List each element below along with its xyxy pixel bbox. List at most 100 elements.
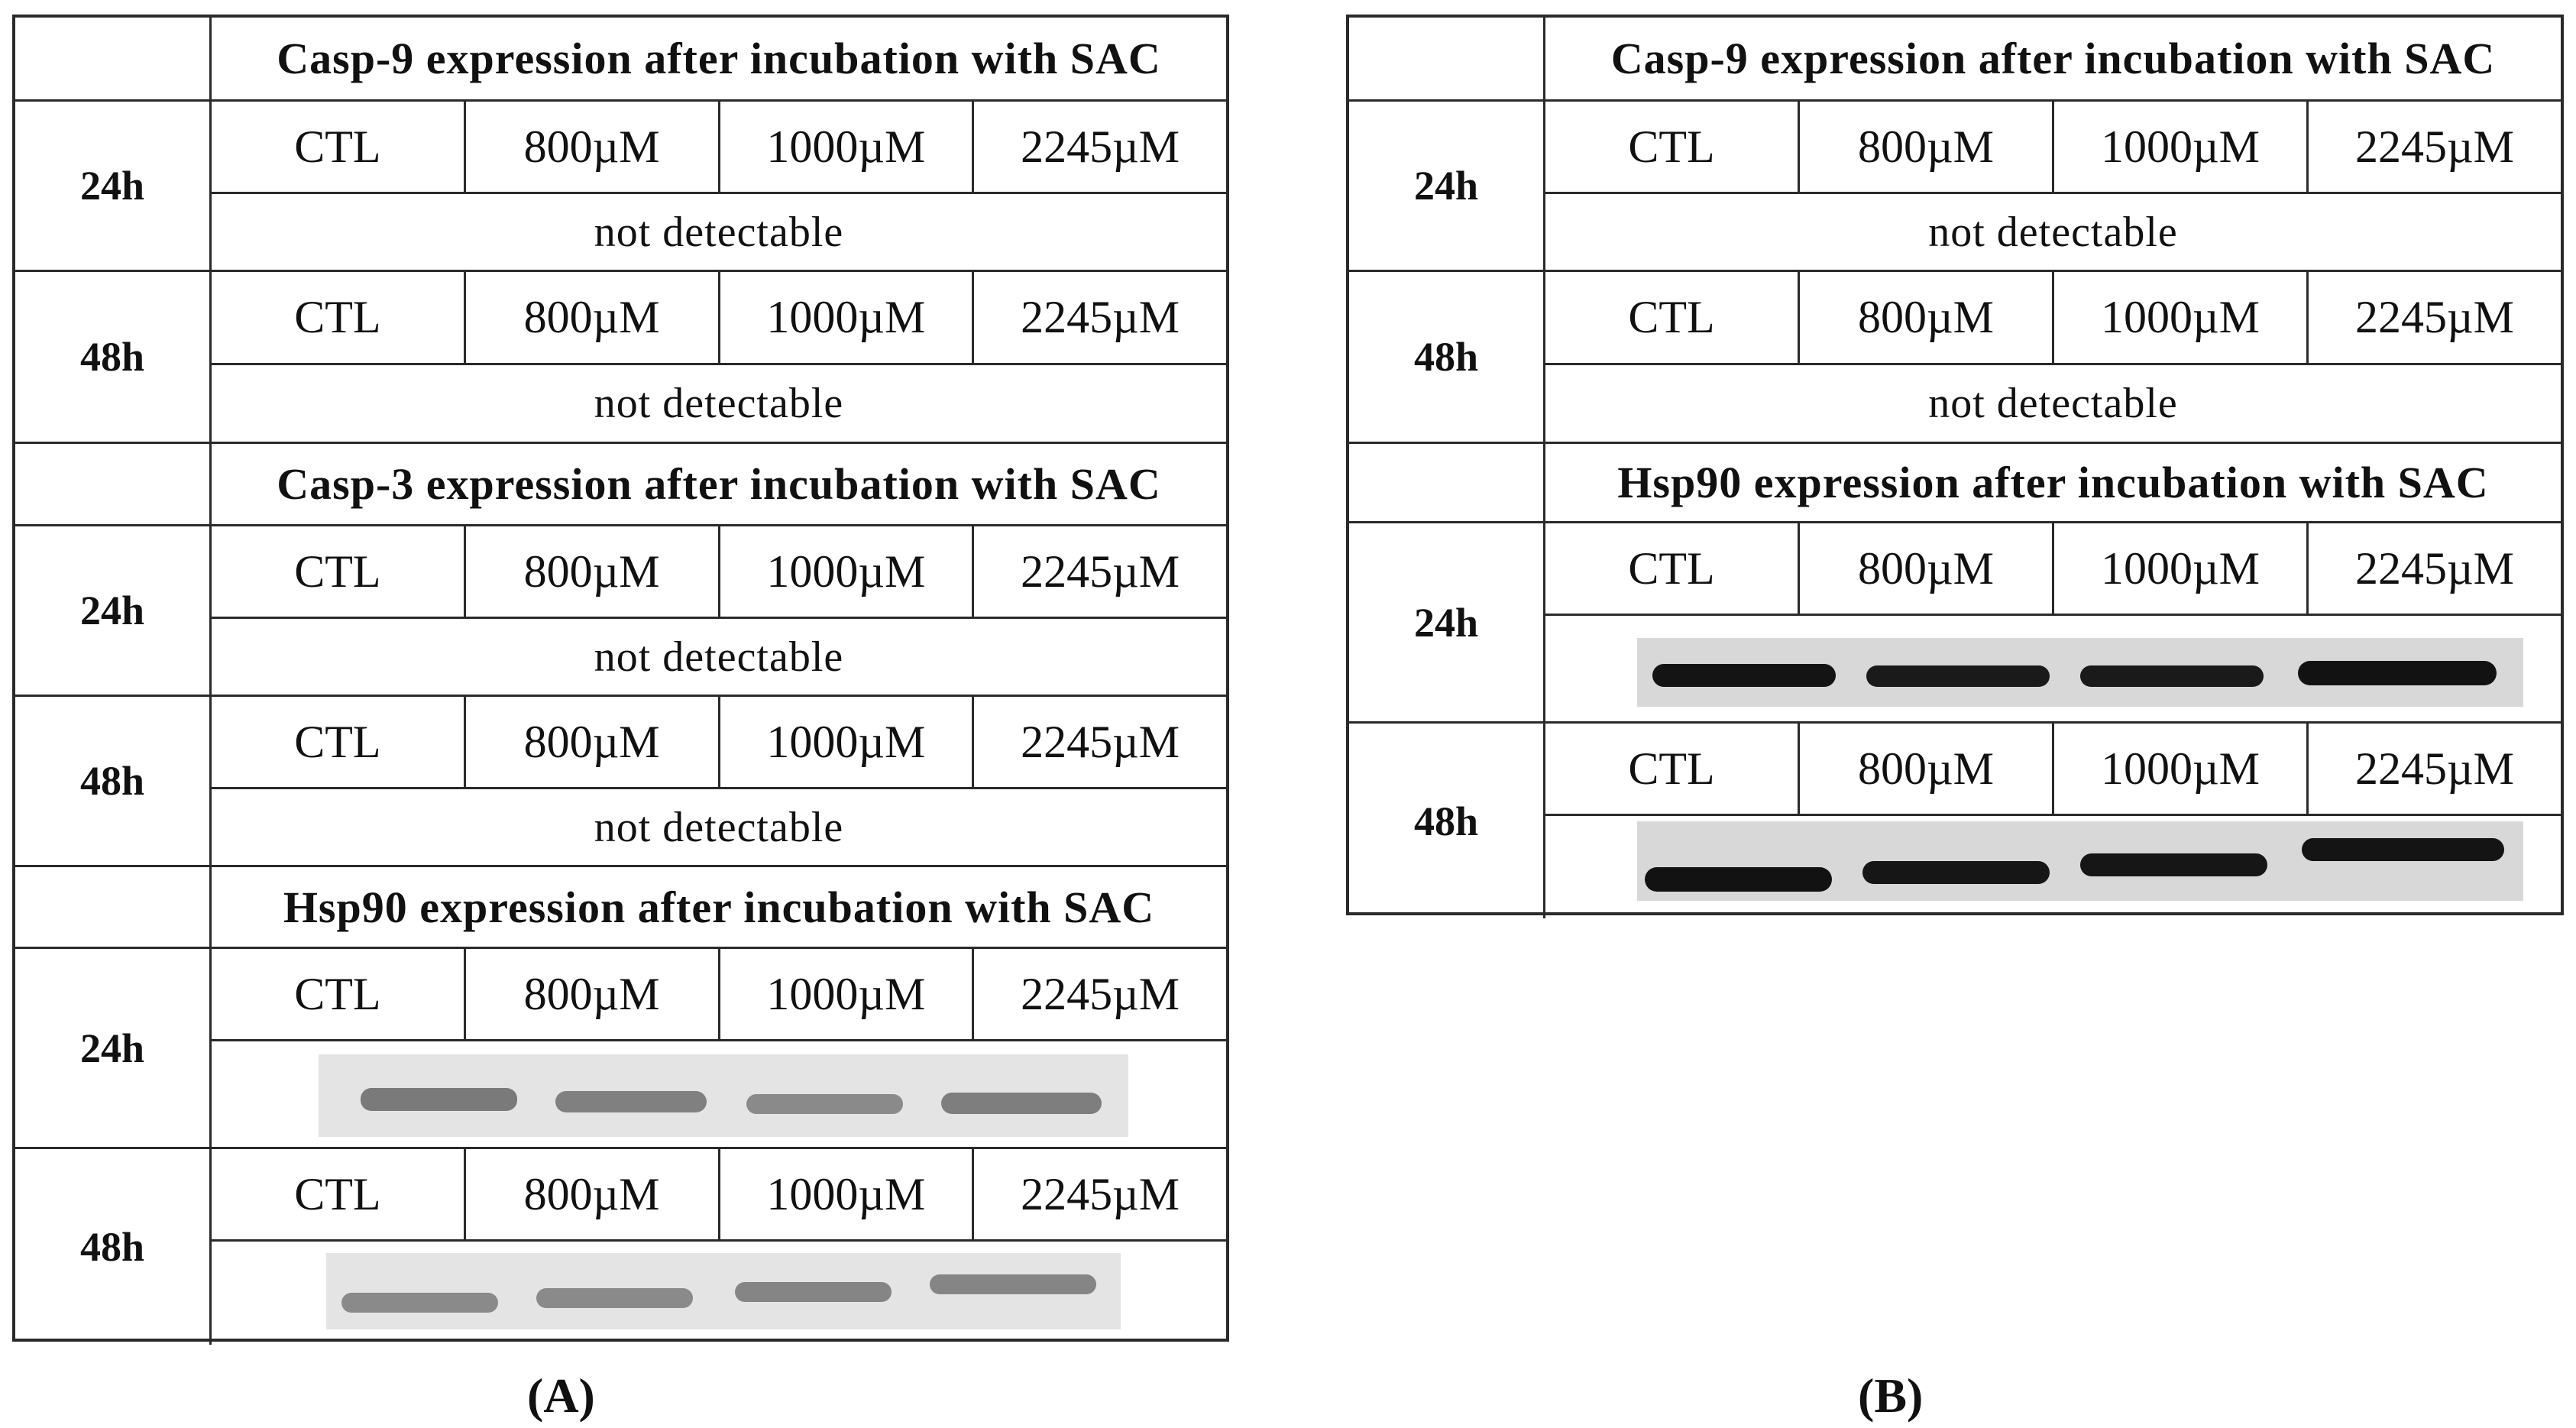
blot-band — [1645, 867, 1832, 892]
western-blot-image — [326, 1253, 1121, 1329]
time-label: 48h — [15, 697, 212, 865]
panel-a-label: (A) — [527, 1368, 595, 1423]
time-label: 24h — [1349, 523, 1545, 721]
concentration-row: CTL 800µM 1000µM 2245µM — [1545, 724, 2561, 816]
blot-band — [941, 1093, 1102, 1114]
concentration-cell: 1000µM — [717, 102, 972, 192]
time-label: 48h — [15, 272, 212, 442]
time-row-48h: 48h CTL 800µM 1000µM 2245µM not detectab… — [15, 270, 1226, 442]
time-row-24h: 24h CTL 800µM 1000µM 2245µM not detectab… — [15, 524, 1226, 695]
concentration-cell: 800µM — [1798, 272, 2052, 363]
time-label: 24h — [15, 102, 212, 270]
concentration-cell: 1000µM — [717, 697, 972, 787]
time-label: 48h — [1349, 272, 1545, 442]
concentration-row: CTL 800µM 1000µM 2245µM — [212, 526, 1226, 619]
result-text: not detectable — [594, 633, 844, 681]
blot-band — [555, 1091, 707, 1112]
concentration-cell: 1000µM — [2052, 523, 2306, 614]
concentration-cell: CTL — [294, 1168, 381, 1219]
concentration-row: CTL 800µM 1000µM 2245µM — [1545, 523, 2561, 616]
time-row-24h: 24h CTL 800µM 1000µM 2245µM not detectab… — [1349, 99, 2561, 270]
concentration-cell: 2245µM — [972, 697, 1226, 787]
time-label: 24h — [15, 526, 212, 695]
header-corner — [1349, 444, 1545, 521]
section-title: Hsp90 expression after incubation with S… — [1617, 458, 2489, 507]
result-text: not detectable — [1928, 208, 2178, 256]
blot-band — [2302, 838, 2504, 861]
time-row-24h: 24h CTL 800µM 1000µM 2245µM not detectab… — [15, 99, 1226, 270]
concentration-cell: CTL — [1628, 121, 1715, 172]
concentration-row: CTL 800µM 1000µM 2245µM — [212, 102, 1226, 194]
concentration-row: CTL 800µM 1000µM 2245µM — [1545, 102, 2561, 194]
concentration-cell: CTL — [1628, 743, 1715, 794]
panel-a: Casp-9 expression after incubation with … — [12, 15, 1229, 1345]
concentration-cell: 1000µM — [717, 949, 972, 1039]
concentration-cell: 1000µM — [717, 1149, 972, 1239]
concentration-cell: 800µM — [1798, 523, 2052, 614]
concentration-cell: 1000µM — [717, 526, 972, 617]
concentration-cell: CTL — [294, 546, 381, 597]
concentration-cell: 800µM — [1798, 102, 2052, 192]
header-corner — [1349, 18, 1545, 99]
blot-band — [1866, 665, 2050, 687]
blot-band — [536, 1288, 693, 1308]
concentration-cell: 2245µM — [2306, 272, 2561, 363]
concentration-cell: 1000µM — [2052, 102, 2306, 192]
concentration-cell: 800µM — [1798, 724, 2052, 814]
concentration-cell: 800µM — [463, 526, 718, 617]
concentration-cell: 2245µM — [972, 949, 1226, 1039]
blot-band — [2080, 853, 2267, 876]
concentration-cell: 2245µM — [972, 272, 1226, 363]
time-label: 24h — [1349, 102, 1545, 270]
concentration-cell: CTL — [294, 968, 381, 1019]
concentration-cell: CTL — [294, 121, 381, 172]
concentration-row: CTL 800µM 1000µM 2245µM — [212, 697, 1226, 789]
result-text: not detectable — [594, 803, 844, 851]
western-blot-image — [1637, 638, 2523, 707]
concentration-row: CTL 800µM 1000µM 2245µM — [1545, 272, 2561, 365]
blot-band — [2298, 661, 2497, 685]
time-label: 24h — [15, 949, 212, 1147]
western-blot-image — [319, 1054, 1128, 1137]
blot-band — [361, 1088, 517, 1111]
concentration-cell: CTL — [294, 292, 381, 342]
panel-a-table: Casp-9 expression after incubation with … — [12, 15, 1229, 1345]
blot-band — [746, 1094, 903, 1114]
section-header-casp9: Casp-9 expression after incubation with … — [1349, 18, 2561, 99]
time-label: 48h — [1349, 724, 1545, 918]
time-label: 48h — [15, 1149, 212, 1345]
section-header-hsp90: Hsp90 expression after incubation with S… — [15, 865, 1226, 947]
concentration-cell: CTL — [1628, 292, 1715, 342]
section-header-hsp90: Hsp90 expression after incubation with S… — [1349, 442, 2561, 521]
concentration-row: CTL 800µM 1000µM 2245µM — [212, 949, 1226, 1041]
header-corner — [15, 867, 212, 947]
western-blot-image — [1637, 821, 2523, 901]
time-row-24h: 24h CTL 800µM 1000µM 2245µM — [1349, 521, 2561, 721]
section-title: Casp-9 expression after incubation with … — [1610, 34, 2496, 83]
section-title: Casp-9 expression after incubation with … — [277, 34, 1161, 83]
concentration-cell: 800µM — [463, 949, 718, 1039]
concentration-cell: 2245µM — [972, 1149, 1226, 1239]
concentration-cell: 1000µM — [2052, 272, 2306, 363]
concentration-cell: CTL — [294, 716, 381, 767]
section-header-casp3: Casp-3 expression after incubation with … — [15, 442, 1226, 524]
concentration-cell: 800µM — [463, 697, 718, 787]
section-header-casp9: Casp-9 expression after incubation with … — [15, 18, 1226, 99]
blot-band — [735, 1282, 892, 1302]
blot-band — [1862, 861, 2050, 884]
header-corner — [15, 444, 212, 524]
concentration-cell: 2245µM — [972, 526, 1226, 617]
time-row-48h: 48h CTL 800µM 1000µM 2245µM not detectab… — [1349, 270, 2561, 442]
section-title: Hsp90 expression after incubation with S… — [283, 882, 1155, 932]
time-row-48h: 48h CTL 800µM 1000µM 2245µM — [1349, 721, 2561, 918]
time-row-48h: 48h CTL 800µM 1000µM 2245µM not detectab… — [15, 695, 1226, 865]
concentration-cell: 800µM — [463, 272, 718, 363]
concentration-cell: 2245µM — [2306, 724, 2561, 814]
concentration-cell: 1000µM — [717, 272, 972, 363]
result-text: not detectable — [594, 380, 844, 427]
concentration-cell: 1000µM — [2052, 724, 2306, 814]
blot-band — [1652, 664, 1836, 687]
panel-b: Casp-9 expression after incubation with … — [1346, 15, 2564, 918]
section-title: Casp-3 expression after incubation with … — [277, 459, 1161, 509]
concentration-row: CTL 800µM 1000µM 2245µM — [212, 272, 1226, 365]
